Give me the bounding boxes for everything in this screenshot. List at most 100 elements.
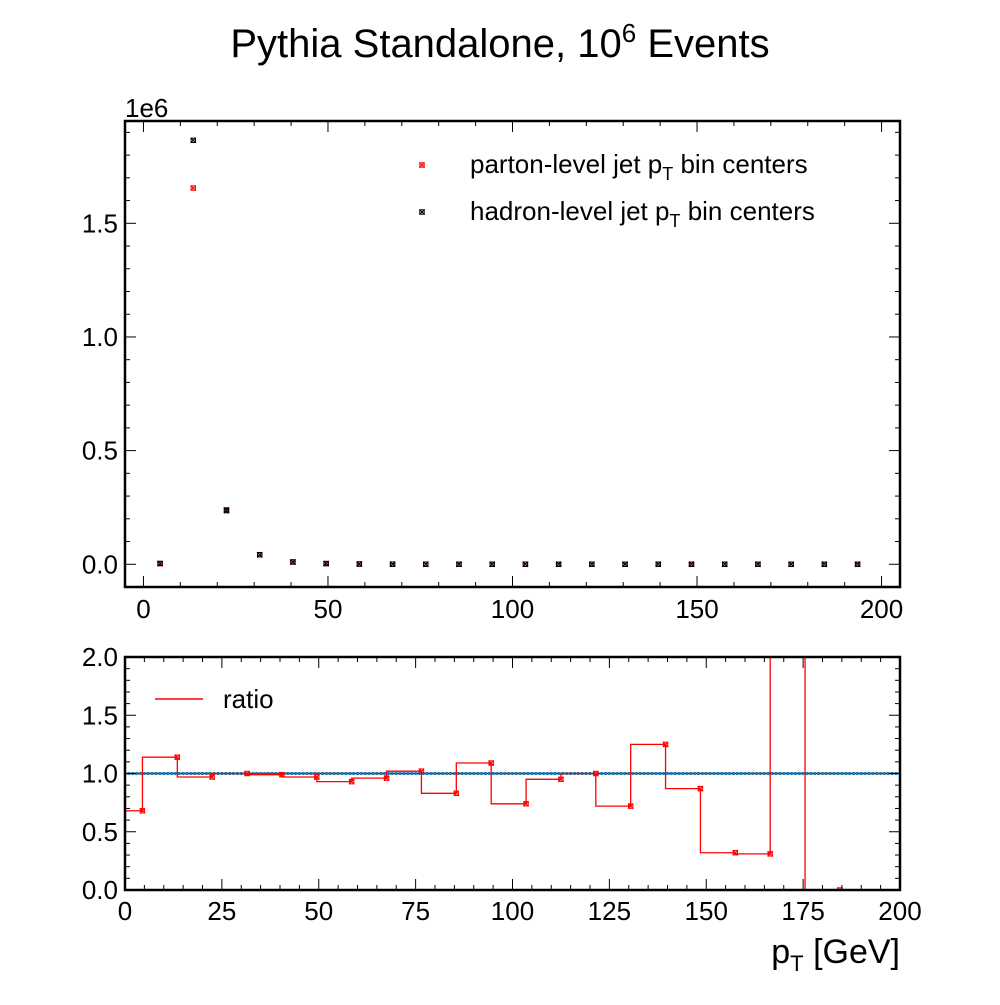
reference-dot xyxy=(410,771,414,776)
legend-marker-parton xyxy=(419,162,425,168)
reference-dot xyxy=(146,771,150,776)
reference-dot xyxy=(309,771,313,776)
reference-dot xyxy=(631,771,635,776)
parton-point xyxy=(190,185,197,192)
reference-dot xyxy=(871,771,875,776)
reference-dot xyxy=(549,771,553,776)
reference-dot xyxy=(828,771,832,776)
reference-dot xyxy=(324,771,329,776)
reference-dot xyxy=(150,771,154,776)
reference-dot xyxy=(755,771,759,776)
top-xtick-label: 50 xyxy=(314,594,343,624)
legend-point-hadron-box xyxy=(419,209,425,215)
reference-dot xyxy=(805,771,809,776)
hadron-point-box xyxy=(423,561,429,567)
hadron-point-box xyxy=(157,560,163,567)
hadron-point xyxy=(821,561,828,568)
ratio-point xyxy=(523,800,530,807)
hadron-point-box xyxy=(555,561,562,567)
reference-dot xyxy=(704,771,708,776)
reference-dot xyxy=(623,771,627,776)
hadron-point-cross xyxy=(289,559,296,565)
hadron-point-box xyxy=(589,561,595,567)
hadron-point-box xyxy=(290,559,296,565)
reference-dot xyxy=(673,771,677,776)
reference-dot xyxy=(681,771,685,776)
ratio-point-cross xyxy=(313,774,320,780)
hadron-point-cross xyxy=(422,561,429,568)
reference-dot xyxy=(189,771,193,776)
reference-dot xyxy=(425,771,429,776)
reference-dot xyxy=(142,771,146,776)
reference-dot xyxy=(786,771,790,776)
reference-dot xyxy=(290,771,294,776)
bottom-xtick-label: 175 xyxy=(781,896,824,926)
ratio-point xyxy=(278,771,285,778)
bottom-xtick-label: 0 xyxy=(118,896,132,926)
legend-point-parton-box xyxy=(419,162,425,168)
reference-dot xyxy=(689,771,693,776)
reference-dot xyxy=(724,771,728,776)
reference-dot xyxy=(367,771,371,776)
ratio-point-box xyxy=(383,775,390,781)
reference-dot xyxy=(607,771,611,776)
reference-dot xyxy=(700,771,704,776)
reference-dot xyxy=(135,771,139,776)
ratio-point xyxy=(488,760,495,767)
reference-dot xyxy=(355,771,360,776)
legend-point-hadron-cross xyxy=(419,209,425,215)
reference-dot xyxy=(510,771,515,776)
reference-dot xyxy=(848,771,852,776)
top-ytick-label: 0.5 xyxy=(82,436,118,466)
reference-dot xyxy=(386,771,391,776)
bottom-ytick-label: 0.5 xyxy=(82,817,118,847)
reference-dot xyxy=(402,771,406,776)
hadron-point-cross xyxy=(323,560,330,567)
reference-dot xyxy=(193,771,197,776)
hadron-point xyxy=(721,561,728,568)
reference-dot xyxy=(181,771,185,776)
hadron-point xyxy=(788,561,795,568)
reference-dot xyxy=(499,771,503,776)
ratio-point-box xyxy=(279,771,285,778)
reference-dot xyxy=(720,771,724,776)
reference-dot xyxy=(375,771,379,776)
reference-dot xyxy=(452,771,456,776)
reference-dot xyxy=(448,771,453,776)
hadron-point-cross xyxy=(688,561,695,568)
reference-dot xyxy=(158,771,162,776)
ratio-point-box xyxy=(488,760,494,766)
ratio-point xyxy=(348,778,355,785)
reference-dot xyxy=(398,771,402,776)
hadron-point-cross xyxy=(190,137,197,144)
reference-dot xyxy=(603,771,608,776)
reference-dot xyxy=(693,771,697,776)
reference-dot xyxy=(743,771,747,776)
ratio-point-cross xyxy=(592,770,599,777)
reference-dot xyxy=(379,771,383,776)
title-suffix: Events xyxy=(636,22,770,66)
reference-dot xyxy=(836,771,840,776)
reference-dot xyxy=(770,771,774,776)
ratio-point-box xyxy=(593,770,599,777)
legend-label-parton: parton-level jet pT bin centers xyxy=(470,149,808,184)
ratio-point-box xyxy=(244,770,250,777)
reference-dot xyxy=(328,771,332,776)
reference-dot xyxy=(642,771,646,776)
hadron-point-cross xyxy=(256,551,263,558)
ratio-point xyxy=(767,850,774,857)
top-ytick-label: 1.0 xyxy=(82,322,118,352)
ratio-point-box xyxy=(662,741,669,748)
reference-dot xyxy=(468,771,472,776)
reference-dot xyxy=(654,771,658,776)
reference-dot xyxy=(359,771,363,776)
reference-dot xyxy=(762,771,766,776)
reference-dot xyxy=(514,771,518,776)
reference-dot xyxy=(371,771,375,776)
ratio-point xyxy=(383,775,390,782)
legend-point-parton xyxy=(419,162,425,168)
hadron-point-box xyxy=(722,561,728,567)
bottom-xtick-label: 150 xyxy=(685,896,728,926)
ratio-point-cross xyxy=(348,778,355,785)
